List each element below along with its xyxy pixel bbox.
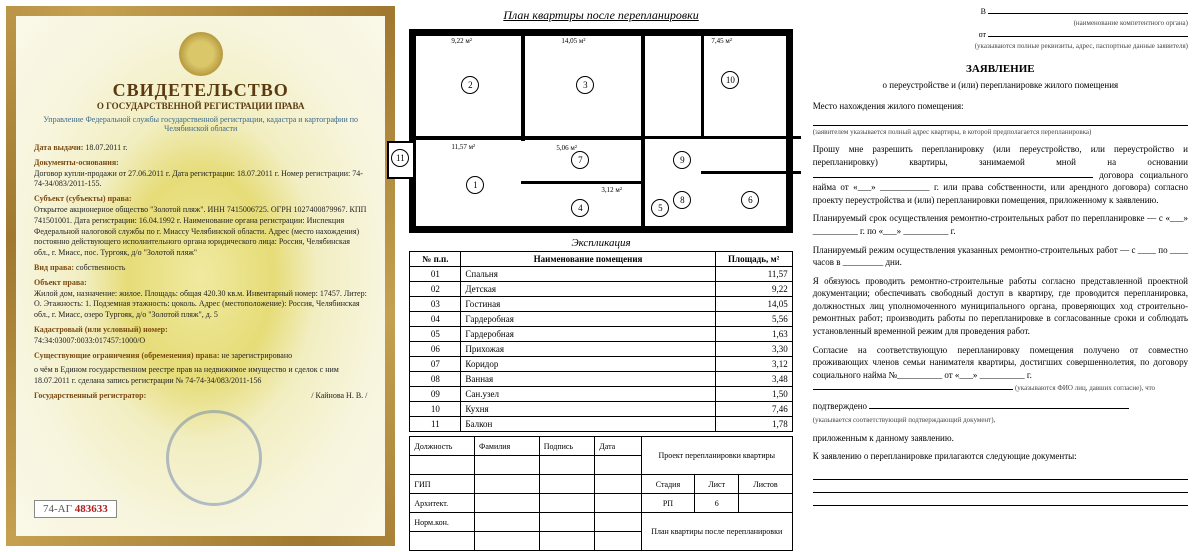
- serial-prefix: 74-АГ: [43, 503, 72, 515]
- plan-panel: План квартиры после перепланировки 2 3 1…: [401, 0, 800, 552]
- tb-project: Проект перепланировки квартиры: [641, 437, 792, 475]
- tb-sheets: [739, 494, 792, 513]
- p4: Я обязуюсь проводить ремонтно-строительн…: [813, 275, 1188, 338]
- tb-stage-l: Стадия: [641, 475, 694, 494]
- room-9: 9: [673, 151, 691, 169]
- tb-pos: Должность: [410, 437, 475, 456]
- floor-plan: 2 3 10 1 4 7 9 8 6 5 11 9,22 м² 14,05 м²…: [409, 29, 792, 233]
- p8: К заявлению о перепланировке прилагаются…: [813, 450, 1188, 463]
- restr-value: не зарегистрировано: [222, 351, 293, 360]
- serial-number: 483633: [75, 503, 108, 515]
- object-text: Жилой дом, назначение: жилое. Площадь: о…: [34, 289, 367, 320]
- tb-date: Дата: [595, 437, 642, 456]
- to-hint: (наименование компетентного органа): [1074, 19, 1188, 27]
- tb-drawing: План квартиры после перепланировки: [641, 513, 792, 551]
- col-num: № п.п.: [410, 252, 461, 267]
- tb-r1: ГИП: [410, 475, 475, 494]
- p6hint: (указывается соответствующий подтверждаю…: [813, 416, 996, 424]
- table-row: 11Балкон1,78: [410, 417, 792, 432]
- to-label: В: [981, 7, 986, 16]
- p6: подтверждено: [813, 401, 867, 411]
- title-block: Должность Фамилия Подпись Дата Проект пе…: [409, 436, 792, 551]
- tb-sheet-l: Лист: [695, 475, 739, 494]
- app-heading: ЗАЯВЛЕНИЕ: [813, 62, 1188, 77]
- table-row: 01Спальня11,57: [410, 267, 792, 282]
- docs-text: Договор купли-продажи от 27.06.2011 г. Д…: [34, 169, 363, 189]
- cert-serial: 74-АГ 483633: [34, 500, 117, 518]
- room-10: 10: [721, 71, 739, 89]
- registrar-label: Государственный регистратор:: [34, 391, 146, 400]
- p5hint: (указываются ФИО лиц, давших согласие), …: [1015, 384, 1155, 392]
- tb-stage: РП: [641, 494, 694, 513]
- room-8: 8: [673, 191, 691, 209]
- dim: 9,22 м²: [451, 37, 472, 45]
- p2: Планируемый срок осуществления ремонтно-…: [813, 212, 1188, 237]
- col-name: Наименование помещения: [461, 252, 715, 267]
- room-4: 4: [571, 199, 589, 217]
- round-stamp-icon: [166, 410, 262, 506]
- kind-value: собственность: [76, 263, 125, 272]
- certificate-panel: СВИДЕТЕЛЬСТВО О ГОСУДАРСТВЕННОЙ РЕГИСТРА…: [6, 6, 395, 546]
- loc-label: Место нахождения жилого помещения:: [813, 100, 1188, 113]
- from-hint: (указываются полные реквизиты, адрес, па…: [975, 42, 1188, 50]
- explication-table: № п.п. Наименование помещения Площадь, м…: [409, 251, 792, 432]
- cert-title: СВИДЕТЕЛЬСТВО: [34, 80, 367, 101]
- table-row: 09Сан.узел1,50: [410, 387, 792, 402]
- tb-sheets-l: Листов: [739, 475, 792, 494]
- table-row: 07Коридор3,12: [410, 357, 792, 372]
- dim: 7,45 м²: [711, 37, 732, 45]
- explication-heading: Экспликация: [409, 237, 792, 249]
- table-row: 08Ванная3,48: [410, 372, 792, 387]
- subject-label: Субъект (субъекты) права:: [34, 194, 132, 203]
- app-subheading: о переустройстве и (или) перепланировке …: [813, 79, 1188, 92]
- issue-date: 18.07.2011 г.: [85, 143, 127, 152]
- table-row: 02Детская9,22: [410, 282, 792, 297]
- p7: приложенным к данному заявлению.: [813, 432, 1188, 445]
- subject-text: Открытое акционерное общество "Золотой п…: [34, 205, 366, 257]
- cert-agency: Управление Федеральной службы государств…: [34, 115, 367, 133]
- room-1: 1: [466, 176, 484, 194]
- table-row: 06Прихожая3,30: [410, 342, 792, 357]
- issue-date-label: Дата выдачи:: [34, 143, 83, 152]
- room-6: 6: [741, 191, 759, 209]
- dim: 14,05 м²: [561, 37, 585, 45]
- p1b: договора социального найма от «___» ____…: [813, 170, 1188, 205]
- application-panel: В (наименование компетентного органа) от…: [801, 0, 1200, 552]
- dim: 3,12 м²: [601, 186, 622, 194]
- tb-fam: Фамилия: [475, 437, 540, 456]
- kind-label: Вид права:: [34, 263, 74, 272]
- dim: 5,06 м²: [556, 144, 577, 152]
- cad-value: 74:34:03007:0033:017457:1000/О: [34, 336, 145, 345]
- table-row: 05Гардеробная1,63: [410, 327, 792, 342]
- coat-of-arms-icon: [179, 32, 223, 76]
- from-label: от: [979, 30, 986, 39]
- tb-r3: Норм.кон.: [410, 513, 475, 532]
- room-3: 3: [576, 76, 594, 94]
- table-row: 10Кухня7,46: [410, 402, 792, 417]
- object-label: Объект права:: [34, 278, 87, 287]
- cert-subtitle: О ГОСУДАРСТВЕННОЙ РЕГИСТРАЦИИ ПРАВА: [34, 101, 367, 111]
- p3: Планируемый режим осуществления указанны…: [813, 244, 1188, 269]
- col-area: Площадь, м²: [715, 252, 792, 267]
- loc-hint: (заявителем указывается полный адрес ква…: [813, 128, 1188, 138]
- p1: Прошу мне разрешить перепланировку (или …: [813, 144, 1188, 167]
- table-row: 03Гостиная14,05: [410, 297, 792, 312]
- cad-label: Кадастровый (или условный) номер:: [34, 325, 168, 334]
- tb-r2: Архитект.: [410, 494, 475, 513]
- table-row: 04Гардеробная5,56: [410, 312, 792, 327]
- room-2: 2: [461, 76, 479, 94]
- registrar-name: / Кайнова Н. В. /: [311, 391, 367, 402]
- plan-title: План квартиры после перепланировки: [409, 8, 792, 23]
- room-7: 7: [571, 151, 589, 169]
- restr-label: Существующие ограничения (обременения) п…: [34, 351, 220, 360]
- tb-sheet: 6: [695, 494, 739, 513]
- docs-label: Документы-основания:: [34, 158, 119, 167]
- record-text: о чём в Едином государственном реестре п…: [34, 365, 367, 387]
- tb-sign: Подпись: [539, 437, 595, 456]
- room-5: 5: [651, 199, 669, 217]
- dim: 11,57 м²: [451, 143, 475, 151]
- p5: Согласие на соответствующую перепланиров…: [813, 345, 1188, 380]
